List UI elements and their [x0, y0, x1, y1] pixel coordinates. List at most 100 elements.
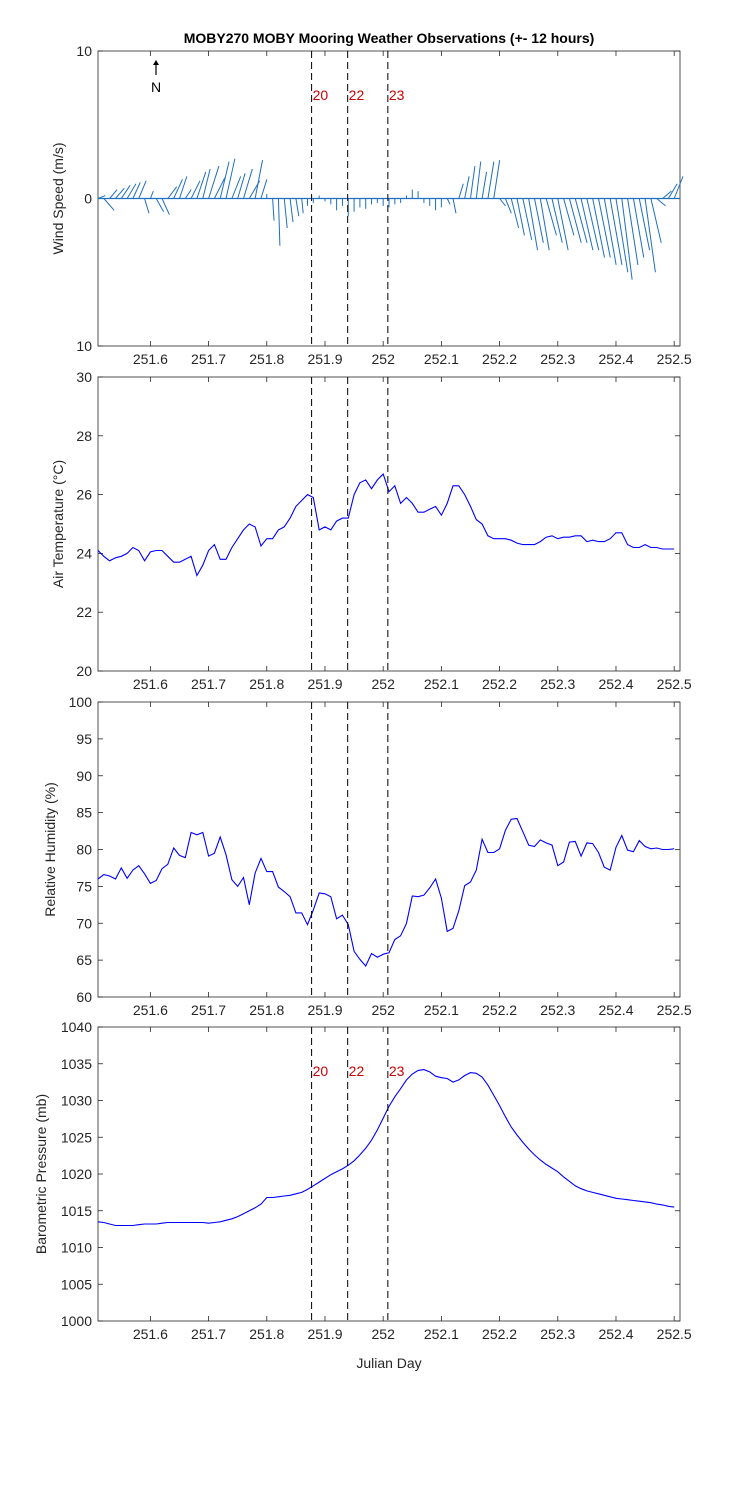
- x-tick-label: 251.9: [307, 1002, 342, 1018]
- wind-vector: [295, 198, 300, 217]
- y-tick-label: 1040: [61, 1019, 92, 1035]
- wind-vector: [475, 161, 482, 199]
- y-tick-label: 26: [76, 487, 92, 503]
- wind-vector: [545, 198, 557, 236]
- marker-label: 23: [389, 87, 405, 103]
- y-tick-label: 80: [76, 842, 92, 858]
- wind-vector: [493, 160, 501, 199]
- y-tick-label: 100: [69, 694, 93, 710]
- wind-vector: [149, 190, 154, 199]
- wind-vector: [202, 168, 211, 199]
- y-tick-label: 85: [76, 805, 92, 821]
- wind-vector: [446, 198, 451, 205]
- x-tick-label: 252.2: [482, 1326, 517, 1342]
- wind-vector: [644, 198, 656, 273]
- y-tick-label: 1020: [61, 1166, 92, 1182]
- x-tick-label: 252.5: [657, 676, 692, 692]
- wind-vector: [609, 198, 623, 265]
- north-indicator: N: [151, 60, 161, 95]
- wind-vector: [243, 168, 253, 199]
- wind-vector: [673, 176, 684, 199]
- x-tick-label: 252.1: [424, 676, 459, 692]
- wind-vector: [662, 190, 672, 199]
- x-tick-label: 252.1: [424, 1326, 459, 1342]
- north-arrowhead-icon: [153, 60, 159, 65]
- wind-vector: [516, 198, 525, 236]
- x-tick-label: 252.4: [598, 1326, 633, 1342]
- wind-vector: [615, 198, 629, 273]
- x-tick-label: 251.9: [307, 351, 342, 367]
- marker-label: 22: [349, 87, 365, 103]
- x-tick-label: 252.4: [598, 676, 633, 692]
- wind-vector: [161, 198, 170, 215]
- wind-vector: [196, 171, 207, 199]
- wind-vector: [155, 198, 165, 213]
- panels: 251.6 251.7 251.8 251.9 252 252.1 252.2 252.3 25…: [33, 43, 692, 1342]
- y-tick-label: 28: [76, 428, 92, 444]
- x-tick-label: 252.5: [657, 1002, 692, 1018]
- x-tick-label: 251.8: [249, 676, 284, 692]
- y-tick-label: 1005: [61, 1276, 92, 1292]
- x-tick-label: 251.8: [249, 1002, 284, 1018]
- wind-vector: [260, 179, 268, 199]
- wind-vector: [132, 182, 141, 199]
- wind-vector: [115, 187, 125, 199]
- wind-vector: [208, 165, 220, 199]
- y-tick-label: 20: [76, 663, 92, 679]
- x-tick-label: 252.5: [657, 351, 692, 367]
- panel-relative_humidity: 251.6 251.7 251.8 251.9 252 252.1 252.2 252.3 25…: [42, 694, 692, 1018]
- wind-vector: [184, 189, 192, 199]
- wind-vector: [213, 177, 226, 199]
- wind-vector: [598, 198, 611, 258]
- north-label: N: [151, 79, 161, 95]
- wind-vector: [638, 198, 651, 251]
- wind-vector: [504, 198, 512, 214]
- x-tick-label: 251.7: [191, 676, 226, 692]
- wind-vector: [301, 198, 304, 214]
- y-tick-label: 22: [76, 604, 92, 620]
- x-tick-label: 252.3: [540, 676, 575, 692]
- wind-vector: [656, 198, 666, 207]
- wind-vector: [138, 180, 147, 199]
- x-tick-label: 251.6: [133, 351, 168, 367]
- y-tick-label: 1025: [61, 1129, 92, 1145]
- axes-box: [97, 376, 681, 672]
- y-tick-label: 65: [76, 952, 92, 968]
- wind-vector: [277, 198, 281, 246]
- wind-vector: [586, 198, 600, 251]
- marker-label: 20: [313, 87, 329, 103]
- wind-vector: [219, 161, 230, 199]
- x-tick-label: 252.2: [482, 676, 517, 692]
- y-tick-label: 70: [76, 915, 92, 931]
- x-axis-label: Julian Day: [356, 1355, 421, 1371]
- marker-label: 22: [349, 1063, 365, 1079]
- wind-vector: [283, 198, 288, 229]
- wind-vector: [120, 184, 131, 199]
- y-tick-label: 60: [76, 989, 92, 1005]
- x-tick-label: 252.1: [424, 1002, 459, 1018]
- wind-vector: [650, 198, 662, 243]
- x-tick-label: 252.3: [540, 351, 575, 367]
- wind-vector: [534, 198, 544, 243]
- x-tick-label: 252: [372, 676, 396, 692]
- marker-label: 20: [313, 1063, 329, 1079]
- y-tick-label: 95: [76, 731, 92, 747]
- wind-vector: [254, 160, 264, 199]
- wind-vector: [551, 198, 563, 243]
- y-tick-label: 10: [76, 43, 92, 59]
- wind-vector: [528, 198, 539, 251]
- wind-vector: [539, 198, 550, 251]
- x-tick-label: 252.4: [598, 351, 633, 367]
- y-tick-label: 1030: [61, 1093, 92, 1109]
- x-tick-label: 251.7: [191, 1326, 226, 1342]
- wind-vector: [458, 183, 464, 199]
- y-tick-label: 1015: [61, 1203, 92, 1219]
- wind-vector: [144, 198, 150, 214]
- y-tick-label: 1010: [61, 1240, 92, 1256]
- wind-vector: [179, 176, 188, 199]
- x-tick-label: 252.5: [657, 1326, 692, 1342]
- y-tick-label: 90: [76, 768, 92, 784]
- wind-vector: [580, 198, 594, 251]
- wind-vector: [237, 173, 246, 199]
- wind-vector: [289, 198, 294, 223]
